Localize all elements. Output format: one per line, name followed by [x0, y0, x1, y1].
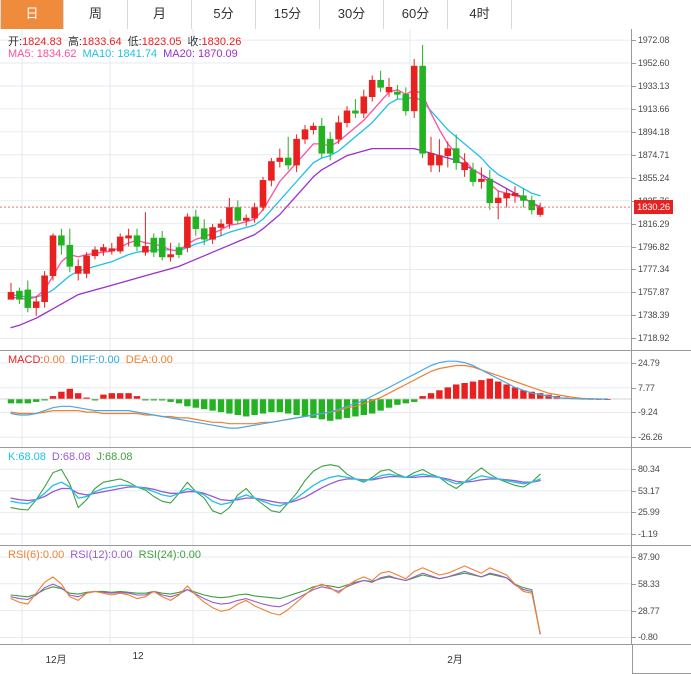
kdj-axis-label: 53.17 [638, 485, 660, 496]
period-tab-5[interactable]: 30分 [320, 0, 384, 29]
x-axis-corner [632, 645, 691, 674]
price-axis: 1972.08 1952.60 1933.13 1913.66 1894.18 1874.… [632, 29, 691, 350]
price-axis-tick [632, 223, 636, 225]
period-tab-2[interactable]: 月 [128, 0, 192, 29]
macd-axis-tick [632, 412, 636, 414]
kdj-plot-area[interactable] [0, 448, 632, 545]
price-candlestick-svg [0, 29, 631, 350]
period-tab-7[interactable]: 4时 [448, 0, 512, 29]
price-axis-label: 1952.60 [638, 58, 670, 69]
rsi-axis-tick [632, 610, 636, 612]
x-axis-label: 12 [132, 651, 144, 662]
price-axis-label: 1796.82 [638, 241, 670, 252]
price-axis-tick [632, 63, 636, 65]
period-tab-1[interactable]: 周 [64, 0, 128, 29]
price-axis-label: 1777.34 [638, 264, 670, 275]
price-axis-tick [632, 40, 636, 42]
rsi-axis-label: 58.33 [638, 578, 660, 589]
macd-axis-tick [632, 362, 636, 364]
macd-axis: 24.79 7.77 -9.24 -26.26 [632, 351, 691, 447]
kdj-axis-tick [632, 490, 636, 492]
kdj-axis-tick [632, 469, 636, 471]
kdj-axis: 80.34 53.17 25.99 -1.19 [632, 448, 691, 545]
price-axis-label: 1718.92 [638, 333, 670, 344]
price-axis-label: 1874.71 [638, 149, 670, 160]
price-axis-label: 1757.87 [638, 287, 670, 298]
kdj-panel[interactable]: 80.34 53.17 25.99 -1.19 K:68.08 D:68.08 J:68.… [0, 448, 691, 546]
kdj-axis-tick [632, 512, 636, 514]
price-axis-tick [632, 154, 636, 156]
rsi-axis-tick [632, 637, 636, 639]
kdj-axis-label: 25.99 [638, 507, 660, 518]
price-axis-tick [632, 85, 636, 87]
period-tab-0[interactable]: 日 [0, 0, 64, 29]
macd-axis-tick [632, 387, 636, 389]
macd-axis-label: 24.79 [638, 357, 660, 368]
price-axis-tick [632, 131, 636, 133]
rsi-plot-area[interactable] [0, 546, 632, 644]
price-axis-tick [632, 246, 636, 248]
last-price-badge: 1830.26 [634, 200, 673, 215]
price-axis-tick [632, 315, 636, 317]
price-axis-label: 1894.18 [638, 126, 670, 137]
macd-axis-tick [632, 437, 636, 439]
macd-plot-area[interactable] [0, 351, 632, 447]
x-axis-label: 12月 [45, 655, 67, 666]
rsi-axis: 87.90 58.33 28.77 -0.80 [632, 546, 691, 644]
rsi-svg [0, 546, 631, 644]
price-axis-tick [632, 292, 636, 294]
price-axis-tick [632, 338, 636, 340]
price-plot-area[interactable] [0, 29, 632, 350]
rsi-axis-label: 28.77 [638, 605, 660, 616]
price-axis-label: 1855.24 [638, 172, 670, 183]
period-tab-3[interactable]: 5分 [192, 0, 256, 29]
price-axis-tick [632, 108, 636, 110]
macd-axis-label: -26.26 [638, 432, 663, 443]
rsi-axis-tick [632, 556, 636, 558]
macd-axis-label: 7.77 [638, 382, 655, 393]
kdj-svg [0, 448, 631, 545]
macd-svg [0, 351, 631, 447]
price-axis-label: 1933.13 [638, 80, 670, 91]
period-tab-4[interactable]: 15分 [256, 0, 320, 29]
macd-panel[interactable]: 24.79 7.77 -9.24 -26.26 MACD:0.00 DIFF:0.00 D… [0, 351, 691, 448]
kdj-axis-label: 80.34 [638, 464, 660, 475]
price-axis-label: 1972.08 [638, 35, 670, 46]
price-axis-tick [632, 177, 636, 179]
x-axis: 12月 12 2月 [0, 645, 691, 674]
price-axis-label: 1913.66 [638, 103, 670, 114]
price-axis-tick [632, 269, 636, 271]
kdj-axis-tick [632, 534, 636, 536]
tabbar-filler [512, 0, 691, 29]
rsi-axis-label: 87.90 [638, 551, 660, 562]
price-axis-label: 1738.39 [638, 310, 670, 321]
rsi-panel[interactable]: 87.90 58.33 28.77 -0.80 RSI(6):0.00 RSI(12):… [0, 546, 691, 645]
period-tab-6[interactable]: 60分 [384, 0, 448, 29]
rsi-axis-label: -0.80 [638, 632, 658, 643]
period-tabbar: 日周月 5分 15分 30分 60分 4时 [0, 0, 691, 29]
x-axis-label: 2月 [447, 655, 463, 666]
rsi-axis-tick [632, 583, 636, 585]
price-chart-panel[interactable]: 1972.08 1952.60 1933.13 1913.66 1894.18 1874.… [0, 29, 691, 351]
macd-axis-label: -9.24 [638, 407, 658, 418]
price-axis-label: 1816.29 [638, 218, 670, 229]
kdj-axis-label: -1.19 [638, 529, 658, 540]
